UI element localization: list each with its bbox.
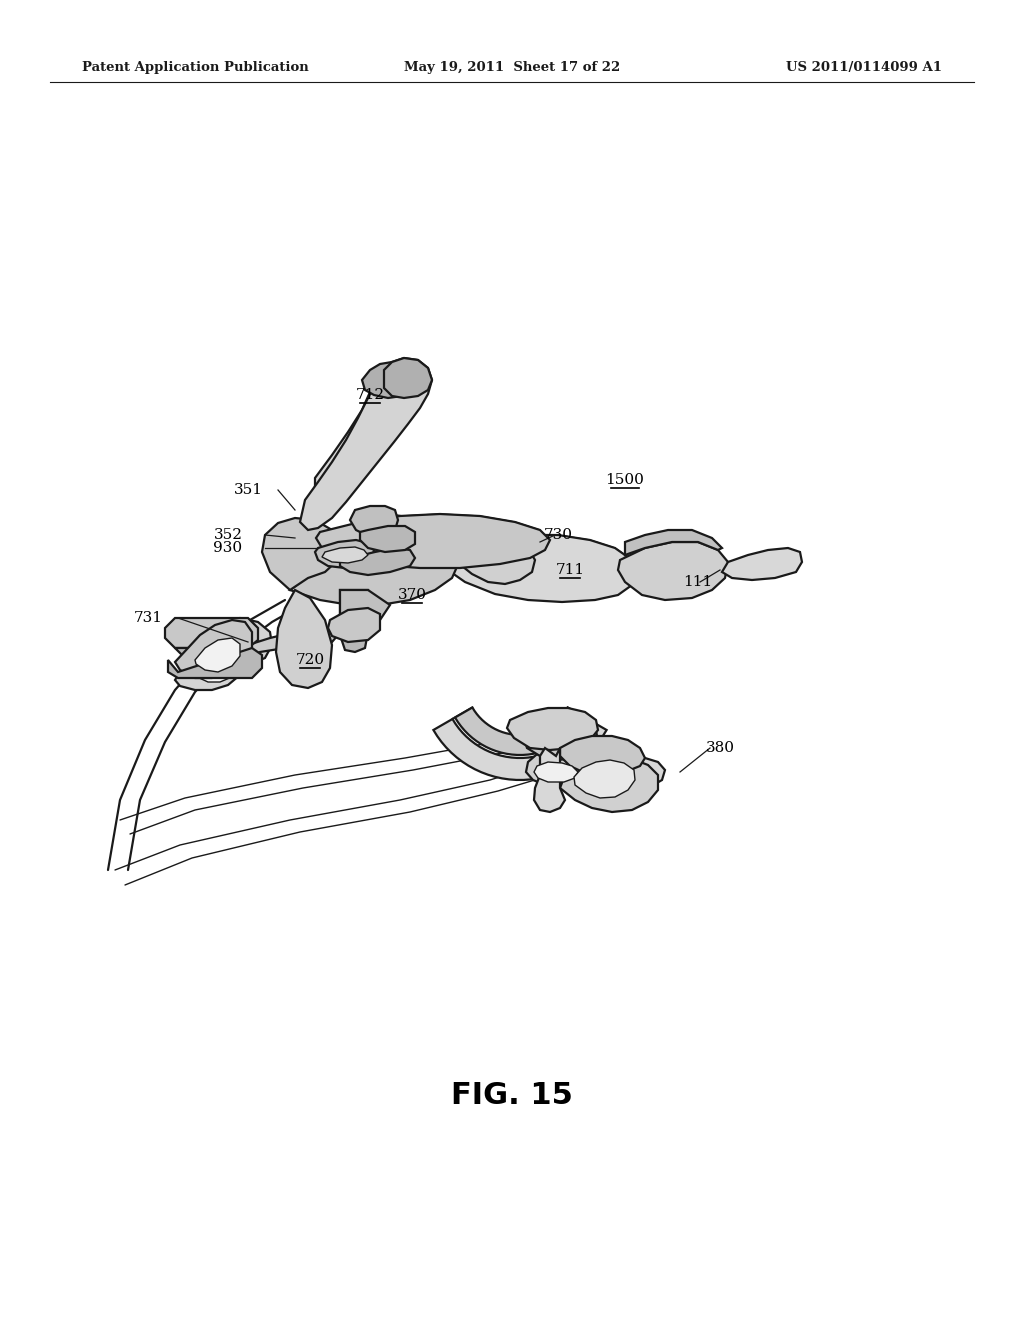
Polygon shape [322, 546, 368, 564]
Polygon shape [574, 760, 635, 799]
Polygon shape [290, 515, 460, 590]
Polygon shape [290, 515, 460, 605]
Polygon shape [526, 750, 598, 788]
Polygon shape [433, 719, 606, 780]
Text: 380: 380 [706, 741, 734, 755]
Text: 1500: 1500 [605, 473, 644, 487]
Polygon shape [534, 748, 565, 812]
Polygon shape [262, 517, 340, 590]
Polygon shape [350, 506, 398, 536]
Text: 711: 711 [555, 564, 585, 577]
Polygon shape [507, 708, 598, 750]
Polygon shape [193, 645, 238, 682]
Text: 730: 730 [544, 528, 572, 543]
Text: 930: 930 [213, 541, 243, 554]
Text: 351: 351 [233, 483, 262, 498]
Polygon shape [195, 638, 240, 672]
Text: FIG. 15: FIG. 15 [451, 1081, 573, 1110]
Text: 712: 712 [355, 388, 385, 403]
Polygon shape [175, 648, 258, 657]
Polygon shape [276, 590, 332, 688]
Polygon shape [362, 362, 420, 399]
Polygon shape [722, 548, 802, 579]
Polygon shape [315, 370, 420, 508]
Polygon shape [165, 618, 258, 648]
Polygon shape [590, 758, 665, 789]
Text: 731: 731 [133, 611, 163, 624]
Polygon shape [560, 737, 645, 775]
Polygon shape [328, 609, 380, 642]
Polygon shape [455, 708, 585, 755]
Text: May 19, 2011  Sheet 17 of 22: May 19, 2011 Sheet 17 of 22 [403, 62, 621, 74]
Polygon shape [534, 762, 578, 781]
Text: Patent Application Publication: Patent Application Publication [82, 62, 309, 74]
Polygon shape [340, 590, 368, 652]
Polygon shape [168, 648, 262, 678]
Polygon shape [315, 540, 374, 568]
Polygon shape [300, 358, 432, 531]
Polygon shape [460, 543, 535, 583]
Polygon shape [175, 632, 248, 690]
Polygon shape [618, 543, 728, 601]
Polygon shape [195, 618, 272, 665]
Polygon shape [175, 620, 252, 678]
Polygon shape [340, 548, 415, 576]
Text: 111: 111 [683, 576, 713, 589]
Polygon shape [360, 525, 415, 552]
Polygon shape [248, 628, 338, 657]
Text: US 2011/0114099 A1: US 2011/0114099 A1 [786, 62, 942, 74]
Text: 352: 352 [213, 528, 243, 543]
Polygon shape [316, 513, 550, 568]
Polygon shape [625, 531, 722, 554]
Text: 370: 370 [397, 587, 427, 602]
Polygon shape [340, 590, 390, 635]
Polygon shape [435, 535, 638, 602]
Text: 720: 720 [296, 653, 325, 667]
Polygon shape [524, 718, 598, 760]
Polygon shape [384, 358, 432, 399]
Polygon shape [560, 756, 658, 812]
